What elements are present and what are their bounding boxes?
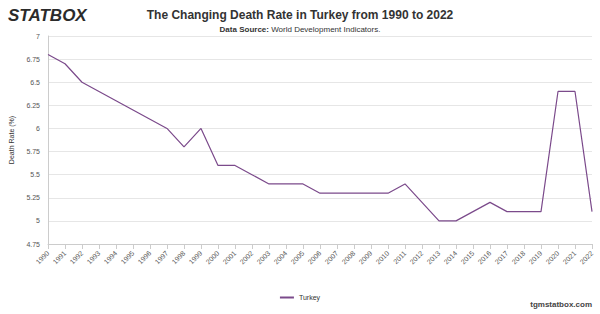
svg-text:2005: 2005 xyxy=(290,249,306,265)
svg-text:1996: 1996 xyxy=(137,249,153,265)
svg-text:2022: 2022 xyxy=(579,249,595,265)
svg-text:Data Source:: Data Source: xyxy=(220,25,269,34)
svg-text:2009: 2009 xyxy=(358,249,374,265)
svg-text:2014: 2014 xyxy=(443,249,459,265)
svg-text:2020: 2020 xyxy=(545,249,561,265)
svg-text:tgmstatbox.com: tgmstatbox.com xyxy=(530,300,592,309)
svg-text:2008: 2008 xyxy=(341,249,357,265)
svg-text:1997: 1997 xyxy=(154,249,170,265)
svg-text:STATBOX: STATBOX xyxy=(8,6,88,25)
svg-text:5.75: 5.75 xyxy=(26,148,40,155)
svg-text:Turkey: Turkey xyxy=(299,294,321,302)
svg-text:World Development Indicators.: World Development Indicators. xyxy=(269,25,380,34)
svg-text:5: 5 xyxy=(36,217,40,224)
svg-text:Death Rate (%): Death Rate (%) xyxy=(8,116,16,164)
svg-text:2006: 2006 xyxy=(307,249,323,265)
svg-text:2016: 2016 xyxy=(477,249,493,265)
svg-text:2019: 2019 xyxy=(528,249,544,265)
svg-text:2003: 2003 xyxy=(256,249,272,265)
svg-text:2013: 2013 xyxy=(426,249,442,265)
svg-text:2002: 2002 xyxy=(239,249,255,265)
svg-text:2018: 2018 xyxy=(511,249,527,265)
svg-text:1992: 1992 xyxy=(69,249,85,265)
svg-text:6.75: 6.75 xyxy=(26,56,40,63)
svg-text:6.5: 6.5 xyxy=(30,79,40,86)
svg-text:5.25: 5.25 xyxy=(26,194,40,201)
svg-text:The Changing Death Rate in Tur: The Changing Death Rate in Turkey from 1… xyxy=(147,8,454,22)
svg-text:1995: 1995 xyxy=(120,249,136,265)
svg-text:1999: 1999 xyxy=(188,249,204,265)
svg-text:1990: 1990 xyxy=(35,249,51,265)
svg-text:4.75: 4.75 xyxy=(26,241,40,248)
svg-text:2004: 2004 xyxy=(273,249,289,265)
svg-text:5.5: 5.5 xyxy=(30,171,40,178)
svg-text:2000: 2000 xyxy=(205,249,221,265)
svg-text:7: 7 xyxy=(36,33,40,40)
svg-text:1994: 1994 xyxy=(103,249,119,265)
svg-text:6.25: 6.25 xyxy=(26,102,40,109)
svg-text:2012: 2012 xyxy=(409,249,425,265)
svg-text:2015: 2015 xyxy=(460,249,476,265)
svg-text:2001: 2001 xyxy=(222,249,238,265)
svg-text:6: 6 xyxy=(36,125,40,132)
svg-text:2021: 2021 xyxy=(562,249,578,265)
svg-text:2017: 2017 xyxy=(494,249,510,265)
svg-text:1993: 1993 xyxy=(86,249,102,265)
svg-text:1998: 1998 xyxy=(171,249,187,265)
svg-text:2010: 2010 xyxy=(375,249,391,265)
svg-text:2011: 2011 xyxy=(392,249,408,265)
svg-text:2007: 2007 xyxy=(324,249,340,265)
svg-text:1991: 1991 xyxy=(52,249,68,265)
